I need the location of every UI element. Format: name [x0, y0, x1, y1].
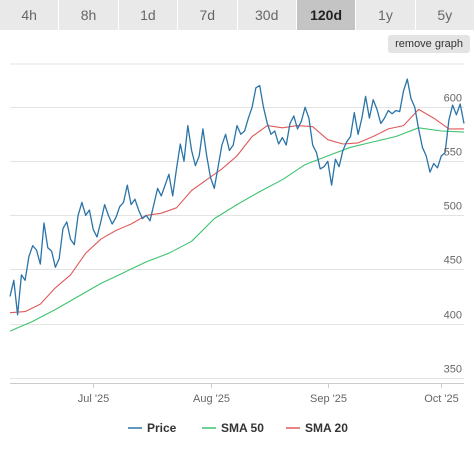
x-tick-label-0: Jul '25 — [78, 393, 109, 405]
y-tick-label-450: 450 — [444, 255, 462, 267]
remove-graph-button[interactable]: remove graph — [388, 35, 470, 53]
legend-label-price[interactable]: Price — [147, 421, 177, 435]
chart-series — [9, 78, 465, 332]
series-line-sma-50 — [9, 127, 465, 332]
x-axis-ticks: Jul '25 Aug '25 Sep '25 Oct '25 — [78, 383, 459, 405]
tab-1y[interactable]: 1y — [356, 0, 416, 30]
tab-7d[interactable]: 7d — [178, 0, 238, 30]
y-tick-label-400: 400 — [444, 310, 462, 322]
y-tick-label-550: 550 — [444, 147, 462, 159]
tab-8h[interactable]: 8h — [59, 0, 119, 30]
series-line-price — [9, 78, 465, 316]
y-tick-label-600: 600 — [444, 93, 462, 105]
chart-legend: Price SMA 50 SMA 20 — [128, 421, 348, 435]
y-axis-ticks: 350 400 450 500 550 600 — [444, 93, 462, 376]
tab-4h[interactable]: 4h — [0, 0, 60, 30]
x-tick-label-1: Aug '25 — [193, 393, 230, 405]
range-tabs: 4h 8h 1d 7d 30d 120d 1y 5y — [0, 0, 474, 30]
legend-label-sma-50[interactable]: SMA 50 — [221, 421, 264, 435]
tab-1d[interactable]: 1d — [119, 0, 179, 30]
legend-label-sma-20[interactable]: SMA 20 — [305, 421, 348, 435]
y-tick-label-500: 500 — [444, 201, 462, 213]
chart-grid — [10, 63, 464, 384]
tab-5y[interactable]: 5y — [437, 7, 453, 23]
tab-120d[interactable]: 120d — [296, 0, 357, 30]
y-tick-label-350: 350 — [444, 364, 462, 376]
x-tick-label-3: Oct '25 — [424, 393, 459, 405]
x-tick-label-2: Sep '25 — [310, 393, 347, 405]
tab-30d[interactable]: 30d — [238, 0, 297, 30]
series-line-sma-20 — [9, 108, 464, 314]
